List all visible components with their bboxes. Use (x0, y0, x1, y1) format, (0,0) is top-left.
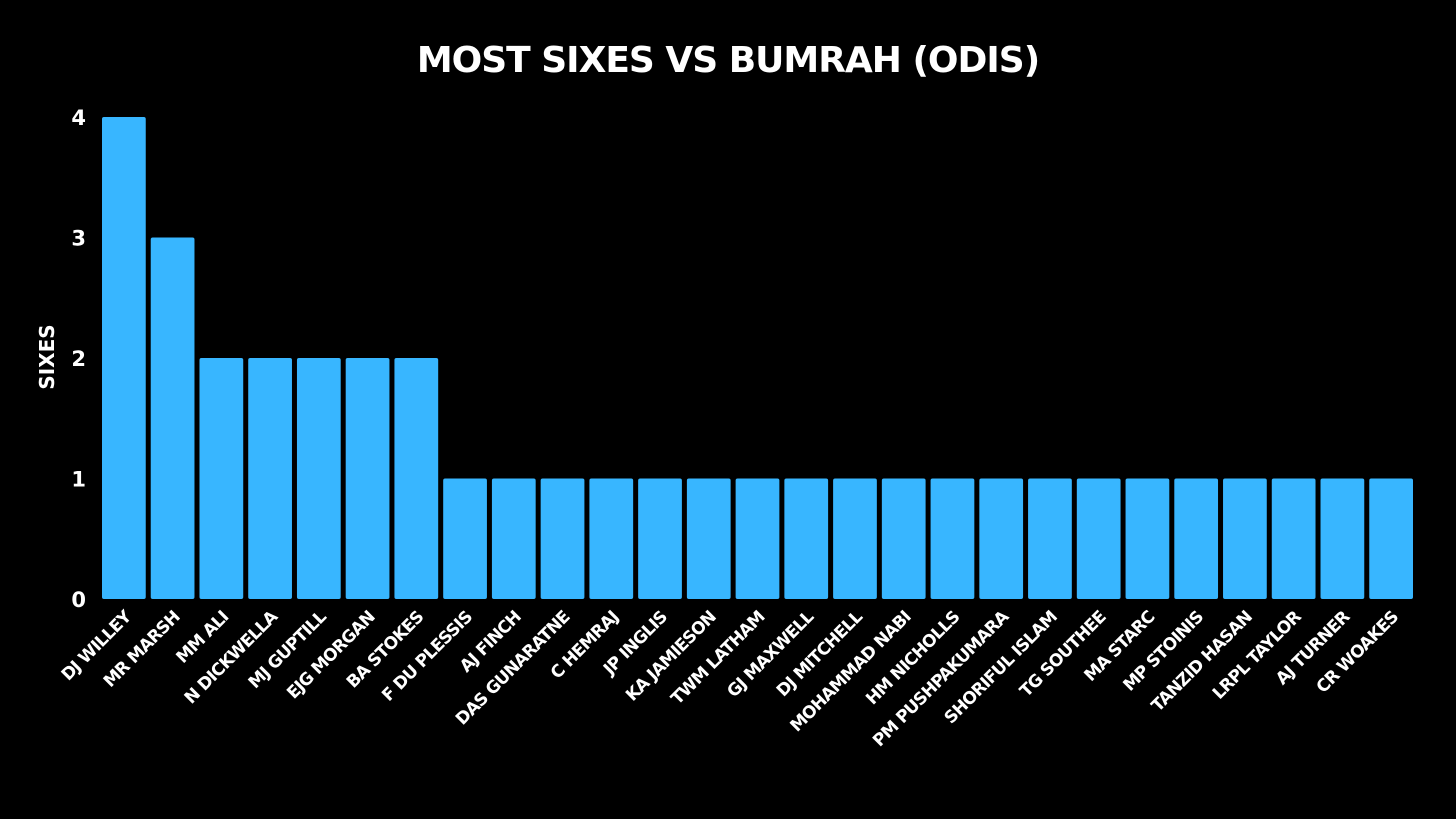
y-axis-ticks: 0 1 2 3 4 (71, 106, 86, 612)
chart-title: Most Sixes vs Bumrah (ODIs) (417, 40, 1039, 81)
bar (1125, 478, 1170, 599)
bar (1174, 478, 1219, 599)
bar (735, 478, 780, 599)
bar (394, 358, 439, 599)
bar (296, 358, 341, 599)
bar (979, 478, 1024, 599)
y-tick-label: 0 (71, 588, 86, 612)
x-tick-label: DJ Mitchell (773, 607, 867, 701)
bar (345, 358, 390, 599)
y-axis-label: Sixes (35, 324, 59, 389)
y-tick-label: 1 (71, 468, 86, 492)
bar (589, 478, 634, 599)
y-tick-label: 4 (71, 106, 86, 130)
bar (881, 478, 926, 599)
bar (248, 358, 292, 599)
bar (1223, 478, 1267, 599)
bar (199, 358, 244, 599)
bar (1271, 478, 1316, 599)
bar (930, 478, 975, 599)
x-axis-ticks: DJ WilleyMR MarshMM AliN DickwellaMJ Gup… (58, 606, 1403, 751)
bar (1076, 478, 1121, 599)
x-tick-label: TG Southee (1016, 607, 1110, 701)
bar (102, 117, 146, 599)
y-tick-label: 2 (71, 347, 86, 371)
bar (150, 237, 195, 599)
bar (833, 478, 877, 599)
bar (638, 478, 682, 599)
bar (686, 478, 731, 599)
bar (1369, 478, 1413, 599)
bar (491, 478, 536, 599)
bar (540, 478, 585, 599)
bar (443, 478, 487, 599)
bar (1320, 478, 1365, 599)
bars (102, 117, 1413, 599)
bar (1028, 478, 1072, 599)
bar (784, 478, 829, 599)
y-tick-label: 3 (71, 227, 86, 251)
